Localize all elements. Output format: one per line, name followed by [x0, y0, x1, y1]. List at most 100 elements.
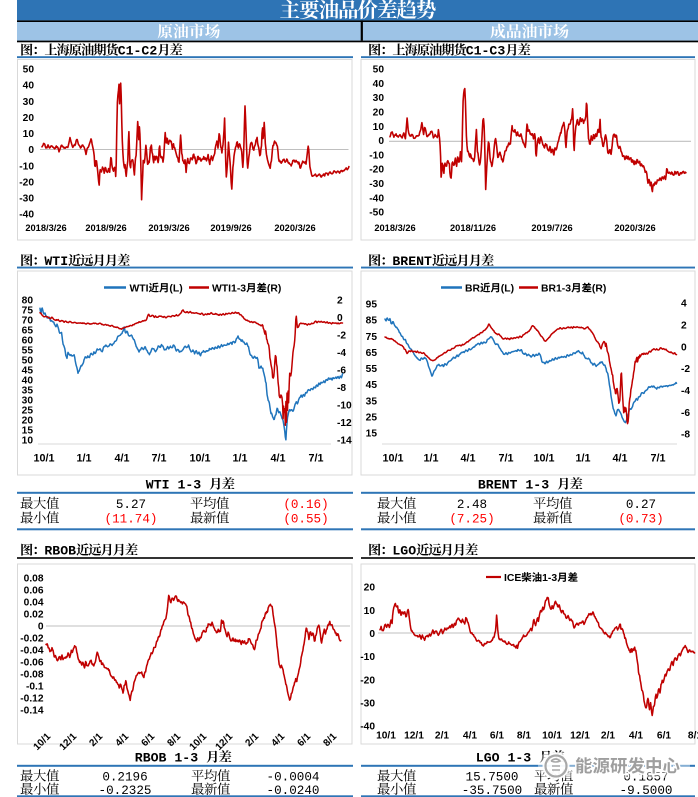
svg-text:10/1: 10/1 [382, 453, 403, 465]
svg-text:BRENT 1-3: BRENT 1-3 [478, 478, 557, 493]
svg-text:35: 35 [22, 386, 34, 397]
svg-text:(7.25): (7.25) [449, 513, 494, 527]
svg-text:5.27: 5.27 [116, 498, 146, 512]
svg-text:2018/3/26: 2018/3/26 [25, 223, 66, 233]
svg-text:4/1: 4/1 [612, 453, 627, 465]
svg-text:10/1: 10/1 [33, 453, 54, 465]
svg-text:-6: -6 [681, 408, 690, 419]
svg-text:-8: -8 [681, 430, 690, 441]
svg-text:-4: -4 [337, 348, 346, 359]
svg-text:-0.08: -0.08 [20, 670, 44, 681]
svg-text:50: 50 [22, 356, 34, 367]
svg-text:-10: -10 [337, 401, 352, 412]
svg-text:55: 55 [22, 346, 34, 357]
svg-text:-50: -50 [369, 208, 384, 219]
svg-text:20: 20 [22, 416, 34, 427]
svg-text:-20: -20 [360, 675, 375, 686]
svg-text:(L): (L) [169, 284, 182, 295]
svg-text:45: 45 [22, 366, 34, 377]
svg-text:1-3: 1-3 [542, 573, 557, 584]
svg-text:50: 50 [23, 65, 35, 76]
svg-text:-0.0004: -0.0004 [267, 771, 320, 785]
svg-text:0: 0 [369, 629, 375, 640]
svg-text:60: 60 [22, 336, 34, 347]
svg-text:-10: -10 [369, 150, 384, 161]
svg-text:10: 10 [364, 606, 376, 617]
svg-text:40: 40 [23, 81, 35, 92]
svg-text:0.04: 0.04 [24, 598, 44, 609]
svg-text:80: 80 [22, 296, 34, 307]
svg-text:10: 10 [22, 436, 34, 447]
svg-text:7/1: 7/1 [498, 453, 513, 465]
svg-text:0: 0 [681, 342, 687, 353]
svg-text:4/1: 4/1 [460, 453, 475, 465]
svg-text:-4: -4 [681, 386, 690, 397]
svg-text:RBOB 1-3: RBOB 1-3 [135, 751, 206, 766]
svg-text:2019/9/26: 2019/9/26 [210, 223, 251, 233]
svg-text:50: 50 [373, 65, 385, 76]
svg-text:C1-C2: C1-C2 [118, 44, 158, 59]
svg-text:-20: -20 [19, 177, 34, 188]
svg-text:25: 25 [366, 413, 378, 424]
svg-text:0.2196: 0.2196 [102, 771, 147, 785]
svg-text:2020/3/26: 2020/3/26 [614, 223, 655, 233]
svg-text:-10: -10 [360, 652, 375, 663]
svg-text:0.08: 0.08 [24, 574, 44, 585]
svg-text:10/1: 10/1 [189, 453, 210, 465]
svg-text:0: 0 [28, 145, 34, 156]
svg-text:-35.7500: -35.7500 [462, 784, 522, 797]
svg-text:-0.02: -0.02 [20, 634, 44, 645]
svg-text:-0.12: -0.12 [20, 694, 44, 705]
svg-text:55: 55 [366, 364, 378, 375]
svg-text:45: 45 [366, 380, 378, 391]
svg-text:7/1: 7/1 [308, 453, 323, 465]
svg-text:40: 40 [22, 376, 34, 387]
svg-text:35: 35 [366, 396, 378, 407]
svg-text:6/1: 6/1 [490, 731, 504, 742]
svg-text:(0.55): (0.55) [283, 513, 328, 527]
svg-text:-40: -40 [360, 722, 375, 733]
svg-text:-10: -10 [19, 161, 34, 172]
svg-text:-40: -40 [19, 210, 34, 221]
svg-text:4/1: 4/1 [629, 731, 643, 742]
svg-text:20: 20 [23, 113, 35, 124]
svg-text:15.7500: 15.7500 [466, 771, 519, 785]
svg-text:-8: -8 [337, 383, 346, 394]
svg-text:2020/3/26: 2020/3/26 [274, 223, 315, 233]
svg-text:2/1: 2/1 [601, 731, 615, 742]
svg-text:-2: -2 [681, 364, 690, 375]
svg-text:WTI: WTI [44, 254, 68, 269]
svg-text:0: 0 [378, 136, 384, 147]
svg-text:30: 30 [22, 396, 34, 407]
svg-text:-14: -14 [337, 436, 352, 447]
svg-text:RBOB: RBOB [44, 544, 76, 559]
svg-text:WTI 1-3: WTI 1-3 [146, 478, 209, 493]
svg-text:30: 30 [373, 93, 385, 104]
svg-text:-9.5000: -9.5000 [620, 784, 673, 797]
svg-text:-30: -30 [369, 179, 384, 190]
svg-text:12/1: 12/1 [570, 731, 590, 742]
svg-text:10/1: 10/1 [542, 731, 562, 742]
svg-text:65: 65 [366, 348, 378, 359]
svg-text:2018/9/26: 2018/9/26 [85, 223, 126, 233]
svg-text:LGO 1-3: LGO 1-3 [476, 751, 539, 766]
svg-text:2: 2 [681, 320, 687, 331]
svg-text:15: 15 [366, 429, 378, 440]
svg-text:85: 85 [366, 316, 378, 327]
svg-text:10: 10 [373, 122, 385, 133]
svg-text:2: 2 [337, 296, 343, 307]
svg-text:-20: -20 [369, 165, 384, 176]
svg-text:-40: -40 [369, 193, 384, 204]
svg-text:-0.2325: -0.2325 [99, 784, 152, 797]
svg-text:-0.04: -0.04 [20, 646, 44, 657]
svg-text:0.27: 0.27 [626, 498, 656, 512]
svg-text:2019/7/26: 2019/7/26 [531, 223, 572, 233]
svg-text:70: 70 [22, 316, 34, 327]
svg-text:-0.06: -0.06 [20, 658, 44, 669]
svg-text:LGO: LGO [392, 544, 416, 559]
svg-text:(11.74): (11.74) [105, 513, 158, 527]
svg-text:(0.16): (0.16) [283, 498, 328, 512]
svg-text:-0.0240: -0.0240 [267, 784, 320, 797]
svg-text:C1-C3: C1-C3 [466, 44, 506, 59]
svg-text:-12: -12 [337, 418, 352, 429]
